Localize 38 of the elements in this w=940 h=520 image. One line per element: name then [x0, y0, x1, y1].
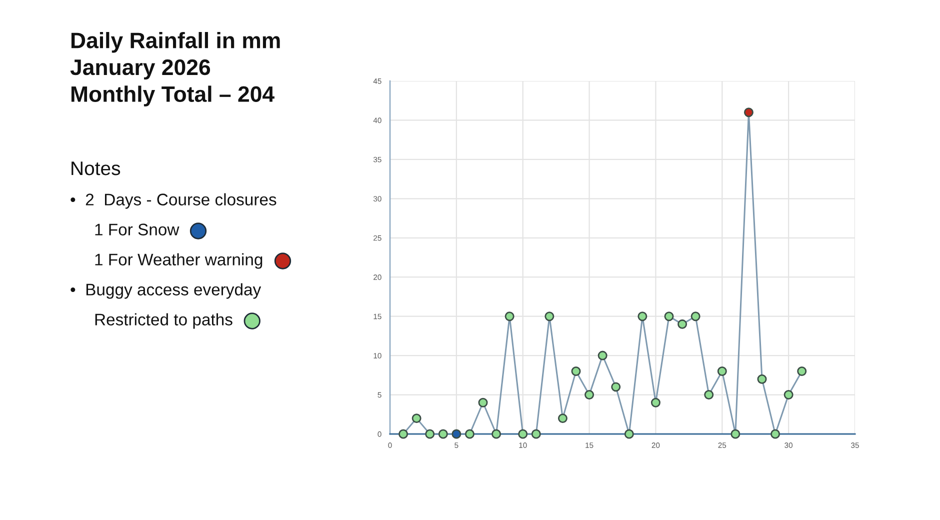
point: [744, 108, 754, 118]
point: [584, 390, 594, 400]
point: [664, 312, 674, 322]
point: [558, 414, 568, 424]
text: • Buggy access everyday: [70, 283, 262, 299]
point: [624, 429, 634, 439]
point: [452, 429, 462, 439]
legend-label: 1 For Snow: [95, 224, 180, 236]
point: [611, 382, 621, 392]
legend-label: 1 For Weather warning: [95, 253, 262, 269]
point: [757, 374, 767, 384]
legend-label: Restricted to paths: [95, 313, 232, 329]
point: [531, 429, 541, 439]
point: [598, 350, 608, 360]
point: [797, 366, 807, 376]
point: [730, 429, 740, 439]
point: [464, 429, 474, 439]
point: [504, 312, 514, 322]
point: [412, 414, 422, 424]
point: [770, 429, 780, 439]
point: [690, 312, 700, 322]
point: [425, 429, 435, 439]
point: [650, 398, 660, 408]
point: [398, 429, 408, 439]
point: [638, 312, 648, 322]
point: [678, 319, 688, 329]
point: [478, 398, 488, 408]
point: [518, 429, 528, 439]
point: [784, 390, 794, 400]
point: [438, 429, 448, 439]
point: [717, 366, 727, 376]
point: [571, 366, 581, 376]
point: [492, 429, 502, 439]
text: Notes: [72, 162, 120, 176]
text: Daily Rainfall in mm January 2026 Monthly Total – 204: [70, 32, 280, 106]
text: • 2 Days - Course closures: [70, 193, 276, 209]
point: [544, 312, 554, 322]
point: [704, 390, 714, 400]
